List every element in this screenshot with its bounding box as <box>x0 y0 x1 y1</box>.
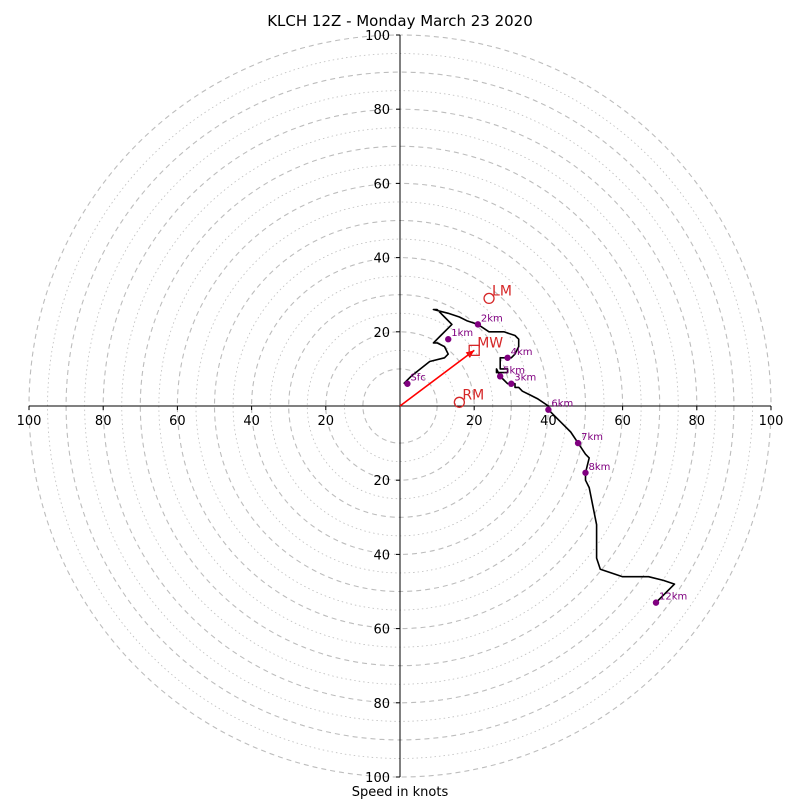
storm-motion-label-lm: LM <box>492 283 512 299</box>
height-marker-1km <box>445 336 452 343</box>
height-marker-layer: Sfc 1km 2km 3km 4km 5km 6km 7km 8km 12km <box>404 313 687 606</box>
hodograph-trace <box>403 308 676 604</box>
y-tick-label: 20 <box>373 474 390 489</box>
y-tick-label: 80 <box>373 697 390 712</box>
x-tick-label: 60 <box>614 414 631 429</box>
height-label-2km: 2km <box>481 313 503 324</box>
height-label-3km: 3km <box>514 373 536 384</box>
x-tick-label: 80 <box>689 414 706 429</box>
height-marker-5km <box>496 373 504 380</box>
y-tick-label: 40 <box>373 548 390 563</box>
mean-wind-arrowhead <box>465 350 475 358</box>
height-marker-4km <box>504 354 511 361</box>
height-marker-8km <box>582 469 589 476</box>
storm-motion-layer: LM MW RM <box>453 283 512 408</box>
x-tick-label: 20 <box>318 414 335 429</box>
height-label-4km: 4km <box>511 347 533 358</box>
storm-motion-marker-lm <box>483 292 495 305</box>
mean-wind-arrow-layer <box>399 349 475 407</box>
height-label-1km: 1km <box>451 328 473 339</box>
height-label-7km: 7km <box>581 432 603 443</box>
chart-title: KLCH 12Z - Monday March 23 2020 <box>267 12 533 30</box>
x-tick-label: 20 <box>466 414 483 429</box>
y-tick-label: 100 <box>365 771 390 786</box>
x-tick-label: 40 <box>243 414 260 429</box>
x-tick-label: 80 <box>95 414 112 429</box>
vertical-tick-labels: 100 80 60 40 20 20 40 60 80 100 <box>365 29 390 786</box>
height-label-12km: 12km <box>659 592 687 603</box>
height-label-6km: 6km <box>551 399 573 410</box>
hodograph-trace-layer <box>403 308 676 604</box>
x-tick-label: 60 <box>169 414 186 429</box>
mean-wind-arrow <box>399 349 475 407</box>
y-tick-label: 100 <box>365 29 390 44</box>
storm-motion-label-mw: MW <box>477 335 503 351</box>
height-marker-sfc <box>404 380 411 387</box>
x-tick-label: 40 <box>540 414 557 429</box>
storm-motion-marker-rm <box>453 396 466 408</box>
y-tick-label: 60 <box>373 177 390 192</box>
height-marker-2km <box>474 321 482 328</box>
y-tick-label: 40 <box>373 252 390 267</box>
y-tick-label: 60 <box>373 623 390 638</box>
height-label-sfc: Sfc <box>410 373 425 384</box>
storm-motion-label-rm: RM <box>462 387 484 403</box>
x-tick-label: 100 <box>759 414 784 429</box>
y-tick-label: 80 <box>373 103 390 118</box>
height-marker-3km <box>508 380 515 387</box>
height-marker-6km <box>545 406 552 413</box>
x-axis-label: Speed in knots <box>352 785 449 800</box>
height-label-5km: 5km <box>503 365 525 376</box>
storm-motion-marker-mw <box>468 344 480 357</box>
tick-labels: 100 80 60 40 20 20 40 60 80 100 <box>17 414 784 429</box>
height-label-8km: 8km <box>589 462 611 473</box>
height-marker-7km <box>574 439 582 447</box>
x-tick-label: 100 <box>17 414 42 429</box>
y-tick-label: 20 <box>373 326 390 341</box>
height-marker-12km <box>652 599 660 606</box>
